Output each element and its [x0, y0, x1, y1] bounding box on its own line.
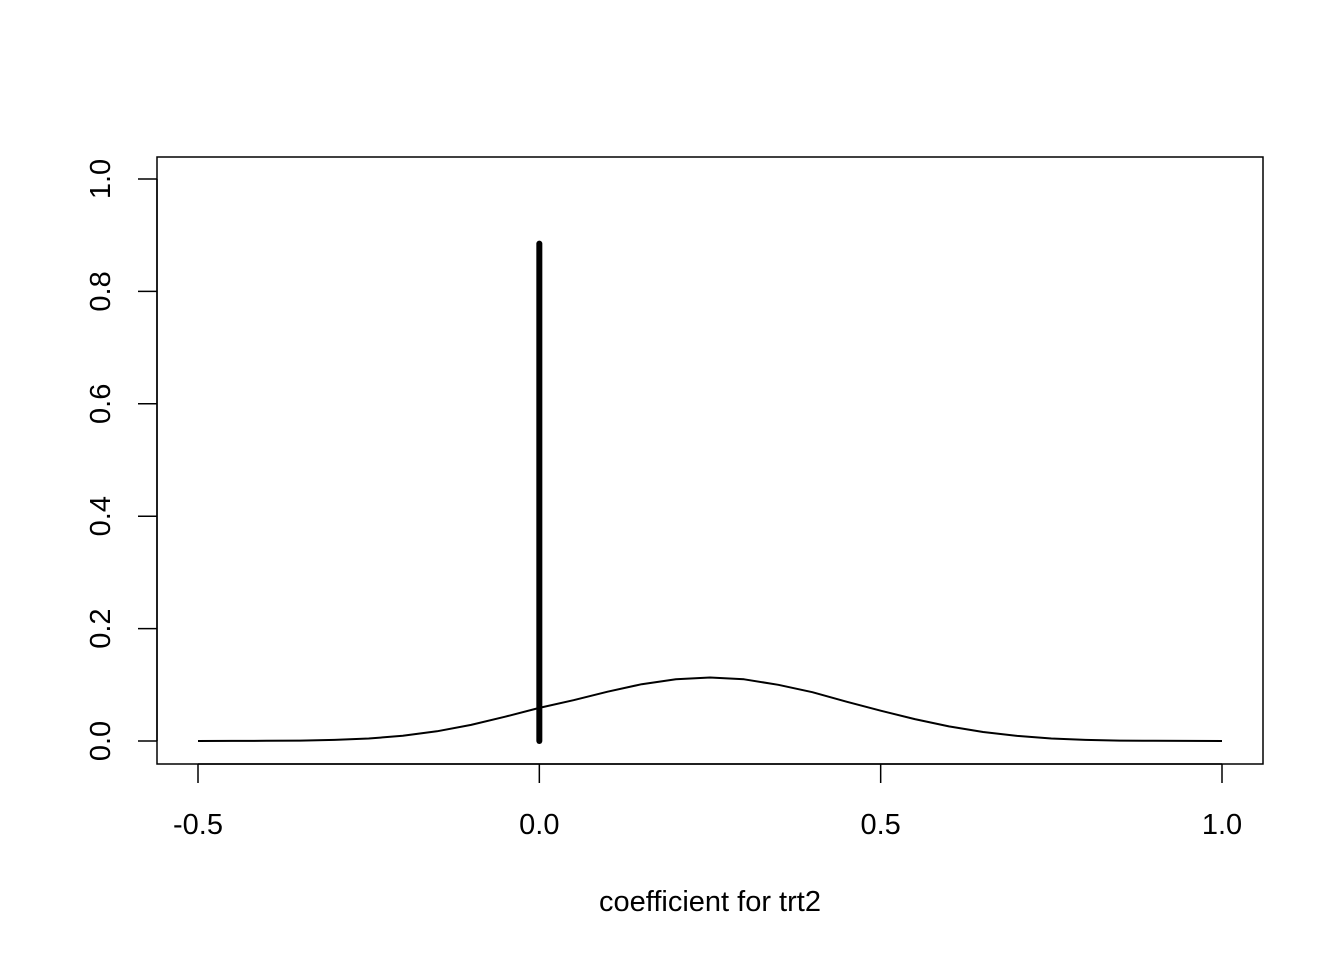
- x-axis: -0.5 0.0 0.5 1.0: [173, 763, 1242, 841]
- x-tick-label: 0.0: [519, 809, 559, 841]
- x-tick-label: 0.5: [861, 809, 901, 841]
- y-tick-label: 0.4: [85, 496, 117, 536]
- y-tick-label: 0.6: [85, 384, 117, 424]
- x-tick-label: -0.5: [173, 809, 223, 841]
- x-axis-title: coefficient for trt2: [599, 886, 821, 918]
- y-tick-label: 1.0: [85, 159, 117, 199]
- y-tick-label: 0.8: [85, 271, 117, 311]
- y-tick-label: 0.2: [85, 608, 117, 648]
- plot-frame: [156, 156, 1264, 765]
- density-curve: [197, 676, 1223, 742]
- series-layer: [197, 240, 1223, 744]
- x-tick-label: 1.0: [1202, 809, 1242, 841]
- y-tick-label: 0.0: [85, 721, 117, 761]
- y-axis: 0.0 0.2 0.4 0.6 0.8 1.0: [85, 159, 158, 761]
